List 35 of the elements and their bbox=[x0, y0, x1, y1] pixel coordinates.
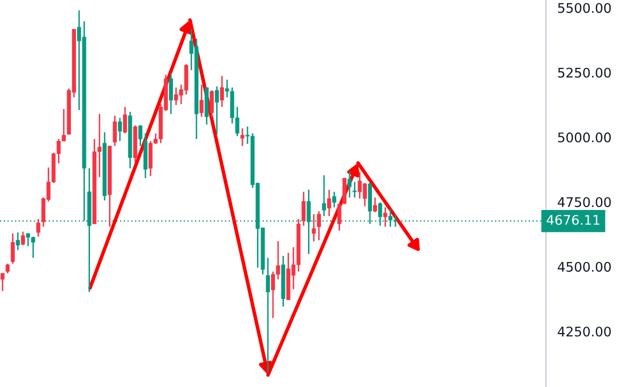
candlestick bbox=[240, 128, 244, 147]
candlestick bbox=[200, 84, 204, 118]
candlestick bbox=[348, 170, 352, 198]
candlestick bbox=[112, 115, 117, 147]
y-tick-label: 4750.00 bbox=[558, 197, 611, 208]
candlestick bbox=[6, 263, 10, 274]
candlestick bbox=[337, 202, 342, 232]
candlestick bbox=[0, 272, 5, 292]
candlestick bbox=[220, 75, 224, 108]
candlestick bbox=[352, 181, 357, 198]
candlestick bbox=[36, 218, 40, 238]
candlestick bbox=[373, 196, 378, 213]
candlestick bbox=[316, 210, 321, 241]
candlestick bbox=[214, 86, 219, 136]
candlestick bbox=[332, 191, 336, 208]
candlestick bbox=[10, 232, 15, 264]
candlestick bbox=[383, 206, 388, 228]
candlestick bbox=[138, 124, 142, 147]
candlestick bbox=[16, 232, 20, 251]
candlestick bbox=[322, 174, 326, 217]
y-tick-label: 5250.00 bbox=[558, 68, 611, 78]
ref-line-label: 4676.11 bbox=[546, 214, 600, 225]
candlestick bbox=[302, 191, 306, 226]
candlestick bbox=[266, 257, 270, 372]
y-tick-label: 4250.00 bbox=[558, 326, 611, 337]
y-tick-label: 5500.00 bbox=[558, 2, 611, 13]
candlestick bbox=[210, 90, 214, 118]
candlestick bbox=[20, 230, 25, 246]
y-tick-label: 4500.00 bbox=[558, 262, 611, 272]
candlestick bbox=[168, 72, 173, 115]
candlestick bbox=[312, 213, 316, 242]
candlestick bbox=[123, 106, 128, 134]
candlestick bbox=[327, 189, 332, 217]
candlestick bbox=[118, 117, 122, 142]
y-tick-label: 5000.00 bbox=[558, 132, 611, 142]
